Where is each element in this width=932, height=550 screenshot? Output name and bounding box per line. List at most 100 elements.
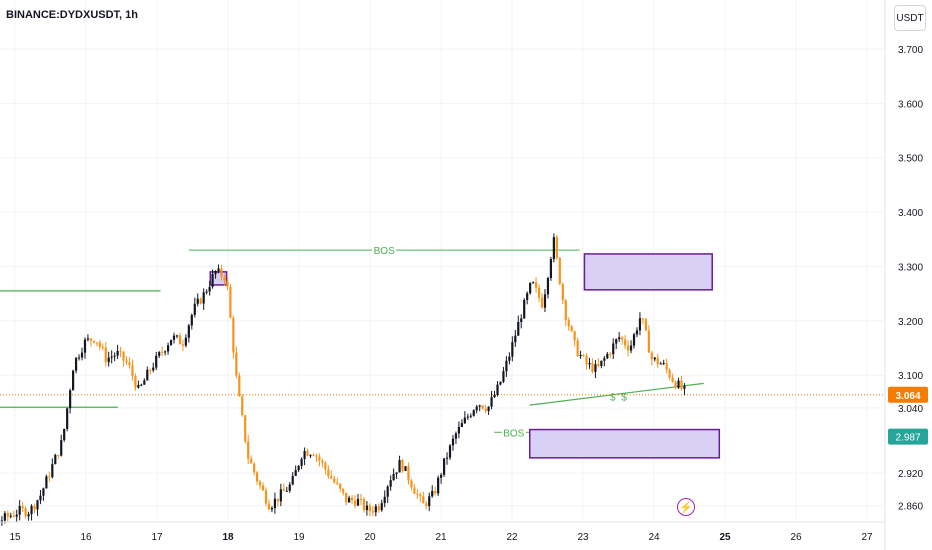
candle-body — [45, 476, 48, 489]
candle-body — [205, 291, 208, 293]
candle-body — [484, 408, 487, 412]
candle-body — [386, 486, 389, 497]
candle-body — [389, 480, 392, 487]
candle-body — [398, 460, 401, 473]
currency-button[interactable]: USDT — [894, 5, 926, 31]
candle-body — [674, 381, 677, 388]
candle-body — [493, 394, 496, 398]
candle-body — [576, 340, 579, 357]
candle-body — [155, 355, 158, 368]
candles — [0, 233, 686, 526]
candle-body — [579, 354, 582, 357]
candle-body — [134, 376, 137, 388]
candle-body — [184, 337, 187, 346]
candle-body — [306, 450, 309, 456]
candle-body — [362, 499, 366, 510]
candle-body — [140, 384, 143, 386]
candle-body — [588, 363, 591, 365]
candle-body — [520, 318, 523, 322]
current-price-badge[interactable] — [888, 386, 928, 403]
candle-body — [350, 497, 354, 501]
bolt-icon[interactable]: ⚡ — [677, 498, 695, 516]
candle-body — [440, 474, 443, 478]
candle-body — [42, 488, 45, 496]
candle-body — [107, 357, 110, 363]
candle-body — [401, 460, 404, 471]
candle-body — [291, 475, 294, 485]
candle-body — [63, 428, 66, 441]
bos-label: BOS — [374, 246, 395, 257]
candle-body — [437, 477, 440, 494]
candle-body — [490, 397, 493, 407]
candle-body — [300, 459, 303, 466]
candle-body — [125, 360, 128, 363]
grid — [0, 0, 885, 522]
candle-body — [359, 498, 363, 500]
candle-body — [380, 503, 383, 511]
candle-body — [683, 386, 686, 389]
candle-body — [152, 367, 155, 371]
candle-body — [529, 282, 532, 294]
candle-body — [582, 354, 585, 356]
price-tick-label: 3.700 — [898, 45, 923, 56]
candle-body — [632, 334, 636, 346]
marked-price-badge[interactable] — [888, 428, 928, 445]
time-axis[interactable]: 15 16 17 18 19 20 21 22 23 24 25 26 27 — [0, 521, 885, 543]
candle-body — [327, 469, 330, 477]
candle-body — [250, 458, 253, 464]
candle-body — [86, 338, 90, 340]
candle-body — [241, 396, 244, 416]
candle-body — [345, 492, 348, 503]
candle-body — [21, 506, 24, 509]
candle-body — [181, 344, 185, 346]
candle-body — [261, 485, 265, 491]
candle-body — [80, 352, 84, 358]
candle-body — [74, 357, 78, 371]
time-tick-label: 25 — [719, 532, 731, 543]
candle-body — [267, 503, 271, 510]
candle-body — [368, 505, 371, 512]
candle-body — [48, 476, 51, 478]
bos-label: BOS — [503, 428, 524, 439]
candle-body — [454, 433, 458, 439]
candle-body — [641, 318, 645, 320]
candle-body — [104, 347, 107, 363]
candle-body — [656, 357, 659, 365]
candle-body — [187, 325, 190, 338]
candle-body — [149, 369, 152, 371]
candle-body — [89, 338, 93, 341]
candle-body — [33, 505, 36, 510]
candle-body — [466, 416, 469, 418]
candle-body — [472, 410, 475, 416]
candle-body — [77, 357, 81, 359]
candle-body — [309, 455, 312, 457]
candle-body — [273, 498, 277, 509]
candle-body — [128, 362, 131, 366]
symbol-title[interactable]: BINANCE:DYDXUSDT, 1h — [6, 9, 139, 21]
candle-body — [202, 292, 205, 304]
candle-body — [342, 488, 345, 493]
candle-body — [517, 321, 520, 336]
candle-body — [413, 487, 416, 494]
price-tick-label: 2.920 — [898, 469, 923, 480]
candle-body — [161, 352, 164, 354]
candle-body — [164, 351, 167, 353]
candle-body — [428, 496, 431, 507]
candle-body — [543, 294, 547, 308]
candle-body — [451, 438, 455, 446]
candle-body — [211, 274, 214, 287]
time-tick-label: 15 — [9, 532, 21, 543]
candle-body — [383, 496, 386, 504]
price-axis[interactable]: 3.700 3.600 3.500 3.400 3.300 3.200 3.100 3.040… — [884, 0, 928, 550]
candle-body — [457, 426, 461, 434]
price-tick-label: 3.400 — [898, 208, 923, 219]
candle-body — [166, 345, 170, 352]
candle-body — [662, 362, 665, 364]
candle-body — [585, 355, 588, 365]
candle-body — [475, 406, 478, 411]
candle-body — [57, 454, 60, 456]
candle-body — [407, 466, 410, 481]
candle-body — [30, 505, 33, 515]
candle-body — [116, 350, 119, 356]
